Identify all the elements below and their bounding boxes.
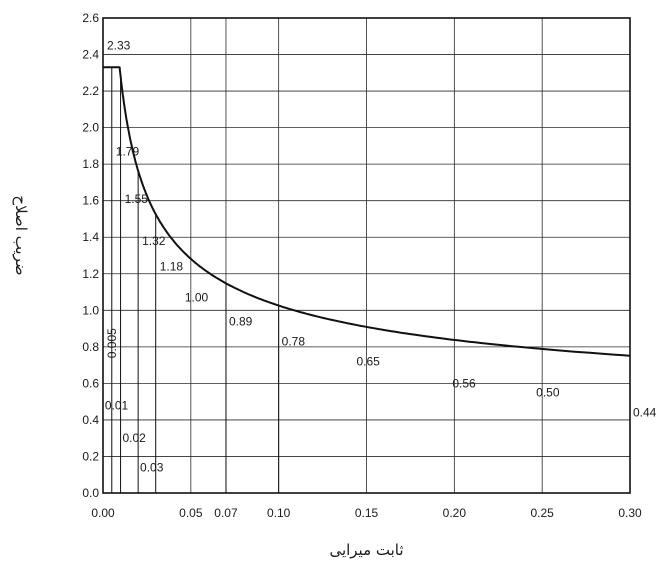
data-label: 1.18 [160,259,184,273]
y-tick-label: 2.0 [82,121,99,135]
data-label: 2.33 [107,38,131,52]
y-tick-label: 0.6 [82,376,99,390]
callout-label: 0.01 [105,398,129,412]
data-label: 0.44 [633,406,657,420]
data-label: 1.79 [116,144,140,158]
x-axis-title: ثابت میرایی [329,541,403,559]
x-tick-label: 0.07 [214,506,238,520]
x-tick-label: 0.00 [91,506,115,520]
y-tick-label: 1.2 [82,267,99,281]
data-label: 0.50 [536,386,560,400]
data-label: 1.55 [125,192,149,206]
data-label: 0.78 [282,334,306,348]
grid [103,18,630,493]
series-line [103,66,631,357]
callout-labels: 0.005 0.01 0.02 0.03 [105,328,164,475]
y-tick-label: 2.6 [82,11,99,25]
drop-lines [111,67,280,493]
y-tick-label: 0.8 [82,340,99,354]
x-tick-label: 0.30 [618,506,642,520]
data-label: 1.00 [185,291,209,305]
x-tick-label: 0.20 [443,506,467,520]
y-tick-label: 0.4 [82,413,99,427]
y-axis-title: ضریب اصلاح [12,195,30,275]
x-tick-labels: 0.00 0.05 0.07 0.10 0.15 0.20 0.25 0.30 [91,506,642,520]
y-tick-labels: 0.0 0.2 0.4 0.6 0.8 1.0 1.2 1.4 1.6 1.8 2.0 2.2 2.4 2… [82,11,99,500]
y-tick-label: 1.4 [82,230,99,244]
data-labels: 2.33 1.79 1.55 1.32 1.18 1.00 0.89 0.78 0.65 0.56… [107,38,657,419]
y-tick-label: 2.4 [82,48,99,62]
callout-label: 0.005 [105,328,119,358]
x-tick-label: 0.25 [530,506,554,520]
x-tick-label: 0.05 [179,506,203,520]
y-tick-label: 1.8 [82,157,99,171]
plot-frame [102,17,631,494]
x-tick-label: 0.15 [355,506,379,520]
callout-label: 0.02 [122,431,146,445]
data-label: 0.89 [229,314,253,328]
y-tick-label: 0.2 [82,449,99,463]
y-tick-label: 2.2 [82,84,99,98]
callout-label: 0.03 [140,460,164,474]
data-label: 0.56 [452,376,476,390]
data-label: 1.32 [142,234,166,248]
x-tick-label: 0.10 [267,506,291,520]
y-tick-label: 1.0 [82,303,99,317]
y-tick-label: 0.0 [82,486,99,500]
y-tick-label: 1.6 [82,194,99,208]
data-label: 0.65 [357,354,381,368]
